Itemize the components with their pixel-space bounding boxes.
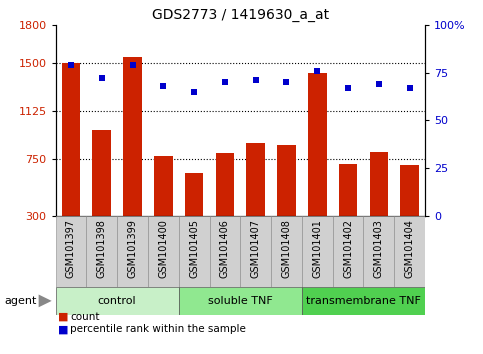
Text: transmembrane TNF: transmembrane TNF	[306, 296, 421, 306]
Bar	[240, 216, 271, 287]
Title: GDS2773 / 1419630_a_at: GDS2773 / 1419630_a_at	[152, 8, 329, 22]
Text: GSM101403: GSM101403	[374, 219, 384, 278]
Bar	[179, 216, 210, 287]
Point	[221, 79, 229, 85]
Bar	[86, 216, 117, 287]
Bar	[154, 156, 172, 216]
Bar	[123, 57, 142, 216]
Bar	[302, 216, 333, 287]
Bar	[92, 130, 111, 216]
Text: GSM101406: GSM101406	[220, 219, 230, 278]
Bar	[394, 216, 425, 287]
Text: ■: ■	[58, 324, 69, 334]
Bar	[62, 63, 80, 216]
Point	[406, 85, 413, 91]
Text: ■: ■	[58, 312, 69, 322]
Text: percentile rank within the sample: percentile rank within the sample	[70, 324, 246, 334]
Point	[98, 75, 106, 81]
Point	[283, 79, 290, 85]
Bar	[215, 154, 234, 216]
Text: GSM101407: GSM101407	[251, 219, 261, 279]
Bar	[117, 216, 148, 287]
Text: count: count	[70, 312, 99, 322]
Point	[128, 62, 136, 68]
Bar	[179, 287, 302, 315]
Text: GSM101408: GSM101408	[282, 219, 291, 278]
Point	[159, 83, 167, 89]
Text: GSM101399: GSM101399	[128, 219, 138, 278]
Bar	[369, 152, 388, 216]
Bar	[210, 216, 240, 287]
Bar	[246, 143, 265, 216]
Bar	[277, 145, 296, 216]
Point	[67, 62, 75, 68]
Point	[190, 89, 198, 95]
Text: GSM101405: GSM101405	[189, 219, 199, 279]
Point	[344, 85, 352, 91]
Text: GSM101397: GSM101397	[66, 219, 76, 279]
Point	[375, 81, 383, 87]
Bar	[333, 216, 364, 287]
Bar	[185, 173, 203, 216]
Bar	[148, 216, 179, 287]
Bar	[271, 216, 302, 287]
Text: GSM101404: GSM101404	[405, 219, 414, 278]
Point	[252, 78, 259, 83]
Bar	[339, 164, 357, 216]
Bar	[56, 216, 86, 287]
Text: control: control	[98, 296, 136, 306]
Text: GSM101400: GSM101400	[158, 219, 168, 278]
Text: GSM101401: GSM101401	[313, 219, 322, 278]
Bar	[400, 165, 419, 216]
Bar	[56, 287, 179, 315]
Text: GSM101398: GSM101398	[97, 219, 107, 278]
Bar	[308, 73, 327, 216]
Text: GSM101402: GSM101402	[343, 219, 353, 279]
Text: agent: agent	[5, 296, 37, 306]
Text: soluble TNF: soluble TNF	[208, 296, 273, 306]
Point	[313, 68, 321, 74]
Bar	[302, 287, 425, 315]
Bar	[364, 216, 394, 287]
